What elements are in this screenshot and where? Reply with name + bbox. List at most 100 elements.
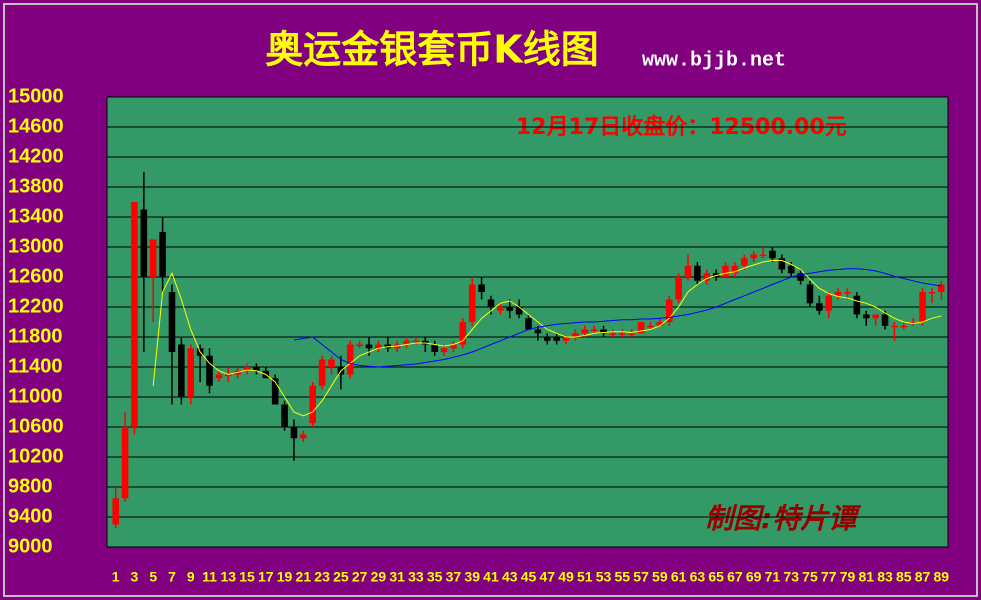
candle-body [778, 258, 786, 270]
candle-body [365, 344, 373, 349]
candle-body [600, 329, 607, 334]
credit: 制图:特片谭 [705, 502, 862, 535]
candle-body [872, 314, 879, 319]
candle-body [412, 340, 420, 343]
candle-body [628, 333, 635, 335]
candle-body [271, 378, 279, 405]
x-tick-label: 39 [464, 569, 480, 585]
candle-body [525, 318, 532, 330]
candle-body [440, 348, 448, 352]
candle-body [403, 340, 410, 345]
x-tick-label: 79 [840, 569, 856, 585]
x-tick-label: 75 [802, 569, 818, 585]
candle-body [178, 344, 185, 397]
candle-body [731, 265, 739, 274]
x-tick-label: 15 [239, 569, 255, 585]
candle-body [309, 385, 316, 424]
candle-body [346, 344, 354, 375]
x-tick-label: 29 [371, 569, 387, 585]
candle-body [318, 359, 326, 386]
x-tick-label: 63 [690, 569, 706, 585]
x-tick-label: 55 [615, 569, 631, 585]
candle-body [797, 273, 804, 281]
x-tick-label: 5 [149, 569, 157, 585]
x-tick-label: 67 [727, 569, 743, 585]
x-tick-label: 9 [187, 569, 195, 585]
x-tick-label: 31 [389, 569, 405, 585]
candle-body [675, 277, 682, 300]
candle-body [356, 344, 363, 346]
x-tick-label: 35 [427, 569, 443, 585]
candle-body [459, 322, 467, 345]
candle-body [206, 355, 213, 386]
x-tick-label: 89 [934, 569, 950, 585]
x-tick-label: 87 [915, 569, 931, 585]
candle-body [909, 322, 917, 324]
candle-body [243, 367, 251, 371]
candle-body [590, 329, 598, 331]
candle-body [187, 348, 195, 397]
candle-body [487, 299, 495, 307]
x-tick-label: 71 [765, 569, 781, 585]
x-tick-label: 85 [896, 569, 912, 585]
moving-average-line [293, 268, 942, 368]
x-tick-label: 77 [821, 569, 837, 585]
candle-body [928, 292, 936, 294]
y-tick-label: 14200 [8, 145, 64, 167]
y-tick-label: 11000 [8, 385, 63, 407]
candle-body [431, 344, 438, 352]
frame [3, 3, 978, 597]
y-tick-label: 9000 [8, 535, 53, 557]
candle-body [131, 202, 138, 427]
candle-body [656, 322, 664, 326]
y-tick-label: 9400 [8, 505, 53, 527]
y-tick-label: 12600 [8, 265, 64, 287]
candle-body [253, 367, 260, 371]
candle-body [328, 359, 335, 367]
candle-body [919, 292, 926, 322]
candle-body [534, 329, 542, 334]
candle-body [647, 325, 654, 328]
candle-body [497, 307, 504, 311]
x-tick-label: 49 [558, 569, 574, 585]
candle-body [891, 325, 898, 328]
x-tick-label: 43 [502, 569, 518, 585]
candle-body [759, 254, 767, 256]
candle-body [806, 284, 814, 304]
candle-body [862, 314, 870, 319]
candle-body [562, 337, 570, 341]
candle-body [881, 314, 889, 326]
y-tick-label: 15000 [8, 85, 64, 107]
candle-body [468, 284, 476, 322]
x-tick-label: 23 [314, 569, 330, 585]
y-tick-label: 11400 [8, 355, 63, 377]
x-tick-label: 73 [783, 569, 799, 585]
candle-body [609, 333, 617, 335]
subtitle: www.bjjb.net [642, 49, 786, 72]
x-tick-label: 1 [112, 569, 120, 585]
candle-body [281, 404, 288, 427]
candle-body [703, 273, 711, 281]
x-tick-label: 65 [708, 569, 724, 585]
candle-body [844, 292, 851, 294]
x-tick-label: 59 [652, 569, 668, 585]
x-tick-label: 27 [352, 569, 368, 585]
y-tick-label: 11800 [8, 325, 63, 347]
x-tick-label: 51 [577, 569, 593, 585]
x-tick-label: 3 [131, 569, 139, 585]
candle-body [515, 307, 523, 315]
candle-body [619, 333, 626, 335]
candle-body [741, 258, 748, 266]
y-tick-label: 10600 [8, 415, 64, 437]
candle-body [834, 292, 842, 296]
candle-body [816, 303, 823, 311]
candle-body [140, 209, 148, 277]
candle-body [572, 333, 579, 337]
candle-body [450, 344, 457, 349]
x-tick-label: 11 [202, 569, 217, 585]
candle-body [722, 265, 729, 277]
x-tick-label: 61 [671, 569, 687, 585]
candle-body [750, 254, 757, 259]
candle-body [290, 427, 298, 439]
candle-body [694, 265, 701, 281]
